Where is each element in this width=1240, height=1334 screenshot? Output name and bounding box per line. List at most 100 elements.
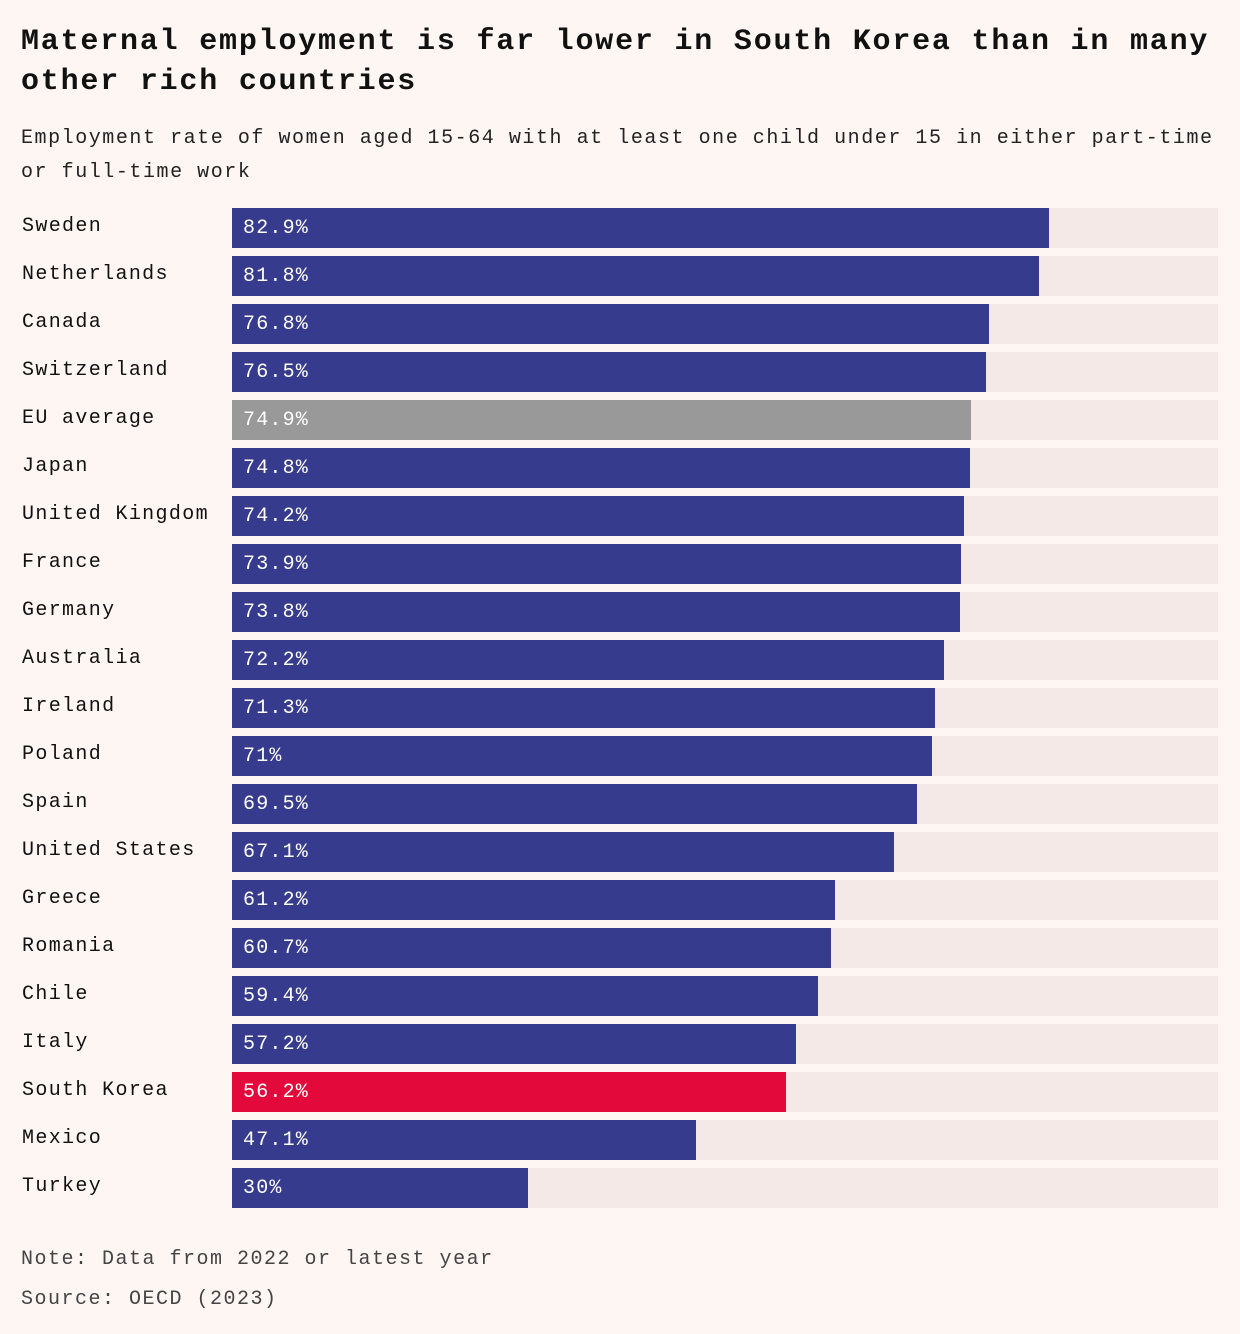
value-label: 74.9% [243,409,310,432]
value-label: 73.9% [243,553,310,576]
category-label: Greece [22,887,103,910]
bar-track: 71.3% [232,688,1218,728]
bar-row: France 73.9% [0,544,1240,584]
value-label: 76.8% [243,313,310,336]
bar [232,1120,697,1160]
bar [232,976,818,1016]
bar [232,1024,796,1064]
bar [232,832,894,872]
bar [232,352,987,392]
bar [232,208,1050,248]
value-label: 82.9% [243,217,310,240]
value-label: 76.5% [243,361,310,384]
value-label: 47.1% [243,1129,310,1152]
bar-track: 81.8% [232,256,1218,296]
bar [232,496,964,536]
bar-track: 76.5% [232,352,1218,392]
bar-row: Switzerland 76.5% [0,352,1240,392]
category-label: Chile [22,983,89,1006]
category-label: Ireland [22,695,116,718]
bar [232,880,836,920]
bar-row: Romania 60.7% [0,928,1240,968]
bar-track: 47.1% [232,1120,1218,1160]
category-label: Switzerland [22,359,169,382]
category-label: Australia [22,647,143,670]
bar-row: Turkey 30% [0,1168,1240,1208]
bar-track: 67.1% [232,832,1218,872]
value-label: 59.4% [243,985,310,1008]
value-label: 71% [243,745,283,768]
category-label: United States [22,839,196,862]
bar [232,448,970,488]
bar [232,784,918,824]
category-label: Poland [22,743,103,766]
bar [232,400,971,440]
bar-track: 74.8% [232,448,1218,488]
value-label: 30% [243,1177,283,1200]
bar [232,1072,787,1112]
bar-row: United Kingdom 74.2% [0,496,1240,536]
bar-track: 73.9% [232,544,1218,584]
category-label: France [22,551,103,574]
bar-track: 73.8% [232,592,1218,632]
value-label: 56.2% [243,1081,310,1104]
category-label: Canada [22,311,103,334]
bar-row: Poland 71% [0,736,1240,776]
bar-row: Japan 74.8% [0,448,1240,488]
category-label: EU average [22,407,156,430]
bar-row: Ireland 71.3% [0,688,1240,728]
bar [232,688,936,728]
bar-track: 72.2% [232,640,1218,680]
bar [232,640,944,680]
bar-track: 30% [232,1168,1218,1208]
value-label: 69.5% [243,793,310,816]
chart-source: Source: OECD (2023) [21,1288,278,1311]
value-label: 81.8% [243,265,310,288]
bar [232,592,960,632]
bar-track: 59.4% [232,976,1218,1016]
value-label: 67.1% [243,841,310,864]
bar-row: United States 67.1% [0,832,1240,872]
bar-track: 56.2% [232,1072,1218,1112]
bar-track: 74.2% [232,496,1218,536]
chart-title: Maternal employment is far lower in Sout… [21,25,1210,99]
bar-row: EU average 74.9% [0,400,1240,440]
category-label: Japan [22,455,89,478]
bar [232,256,1039,296]
category-label: Sweden [22,215,103,238]
category-label: Netherlands [22,263,169,286]
bar [232,1168,528,1208]
value-label: 73.8% [243,601,310,624]
bar-track: 69.5% [232,784,1218,824]
category-label: United Kingdom [22,503,209,526]
bar [232,304,990,344]
bar-track: 57.2% [232,1024,1218,1064]
value-label: 57.2% [243,1033,310,1056]
category-label: Germany [22,599,116,622]
category-label: Romania [22,935,116,958]
bar-row: South Korea 56.2% [0,1072,1240,1112]
bar-track: 60.7% [232,928,1218,968]
bar-row: Italy 57.2% [0,1024,1240,1064]
bar [232,736,933,776]
bar-track: 61.2% [232,880,1218,920]
value-label: 72.2% [243,649,310,672]
bar-row: Sweden 82.9% [0,208,1240,248]
category-label: South Korea [22,1079,169,1102]
bar-track: 71% [232,736,1218,776]
bar [232,544,961,584]
category-label: Italy [22,1031,89,1054]
chart-subtitle: Employment rate of women aged 15-64 with… [21,127,1214,184]
value-label: 74.2% [243,505,310,528]
bar-row: Greece 61.2% [0,880,1240,920]
chart-note: Note: Data from 2022 or latest year [21,1248,494,1271]
bar-track: 74.9% [232,400,1218,440]
category-label: Spain [22,791,89,814]
value-label: 60.7% [243,937,310,960]
bar-row: Chile 59.4% [0,976,1240,1016]
bar-row: Germany 73.8% [0,592,1240,632]
bar-row: Australia 72.2% [0,640,1240,680]
value-label: 74.8% [243,457,310,480]
bar-track: 82.9% [232,208,1218,248]
bar-row: Netherlands 81.8% [0,256,1240,296]
